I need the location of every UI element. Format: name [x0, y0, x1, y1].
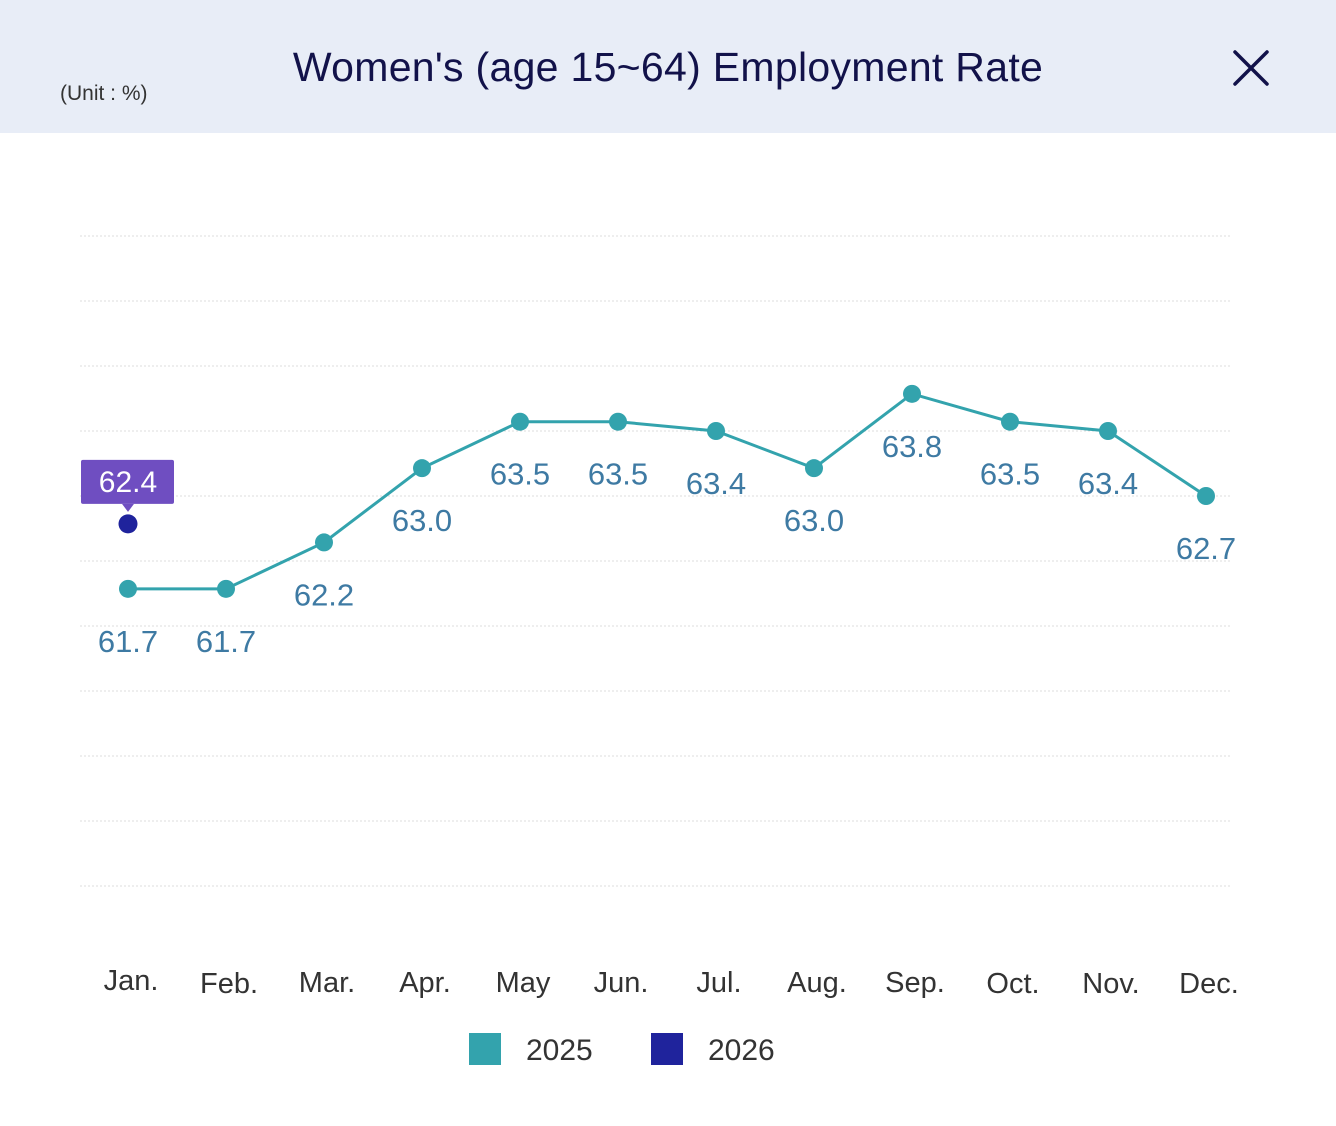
- x-tick-label: May: [496, 967, 551, 999]
- data-label-2025: 63.5: [980, 457, 1040, 492]
- tooltip-box: [81, 459, 174, 504]
- x-tick-label: Jun.: [594, 967, 649, 999]
- x-tick-label: Jul.: [696, 967, 741, 999]
- data-label-2025: 61.7: [196, 624, 256, 659]
- legend-swatch-2025[interactable]: [469, 1033, 501, 1065]
- data-label-2025: 62.2: [294, 577, 354, 612]
- legend-label-2026[interactable]: 2026: [708, 1034, 775, 1067]
- data-point-2025[interactable]: [119, 579, 137, 598]
- data-label-2025: 63.8: [882, 429, 942, 464]
- x-tick-label: Nov.: [1082, 968, 1139, 1000]
- data-label-2025: 63.0: [392, 503, 452, 538]
- data-point-2025[interactable]: [413, 459, 431, 478]
- data-point-2025[interactable]: [315, 533, 333, 552]
- data-point-2025[interactable]: [903, 384, 921, 403]
- close-button[interactable]: [1226, 43, 1276, 93]
- data-label-2025: 63.5: [588, 457, 648, 492]
- data-label-2025: 63.5: [490, 457, 550, 492]
- close-icon: [1233, 50, 1269, 86]
- x-tick-label: Dec.: [1179, 968, 1239, 1000]
- header-bar: Women's (age 15~64) Employment Rate (Uni…: [0, 0, 1336, 133]
- data-point-2025[interactable]: [805, 459, 823, 478]
- legend-label-2025[interactable]: 2025: [526, 1034, 593, 1067]
- line-chart: Jan. Feb. Mar. Apr. May Jun. Jul. Aug. Sep. Oct. N…: [80, 235, 1239, 1067]
- data-point-2026[interactable]: [118, 514, 138, 534]
- data-point-2025[interactable]: [1197, 487, 1215, 505]
- x-tick-label: Mar.: [299, 967, 355, 999]
- data-point-2025[interactable]: [707, 422, 725, 440]
- data-point-2025[interactable]: [217, 579, 235, 598]
- data-point-2025[interactable]: [609, 412, 627, 431]
- x-tick-label: Sep.: [885, 967, 945, 999]
- page-title: Women's (age 15~64) Employment Rate: [292, 44, 1044, 90]
- tooltip-pointer: [122, 503, 134, 512]
- x-tick-label: Feb.: [200, 968, 258, 1000]
- unit-label: (Unit : %): [60, 82, 148, 105]
- data-label-2025: 63.4: [1078, 466, 1138, 501]
- chart-area: Jan. Feb. Mar. Apr. May Jun. Jul. Aug. Sep. Oct. N…: [0, 133, 1336, 1121]
- series-line-2025: [128, 392, 1207, 591]
- data-point-2025[interactable]: [1001, 412, 1019, 431]
- x-tick-label: Oct.: [986, 968, 1039, 1000]
- data-point-2025[interactable]: [1099, 422, 1117, 440]
- data-label-2025: 62.7: [1176, 531, 1236, 566]
- data-point-2025[interactable]: [511, 412, 529, 431]
- data-label-2025: 61.7: [98, 624, 158, 659]
- data-label-2025: 63.0: [784, 503, 844, 538]
- data-label-2025: 63.4: [686, 466, 746, 501]
- x-tick-label: Apr.: [399, 967, 451, 999]
- x-tick-label: Jan.: [104, 965, 159, 997]
- legend-swatch-2026[interactable]: [651, 1033, 683, 1065]
- x-tick-label: Aug.: [787, 967, 847, 999]
- tooltip-value: 62.4: [99, 466, 157, 499]
